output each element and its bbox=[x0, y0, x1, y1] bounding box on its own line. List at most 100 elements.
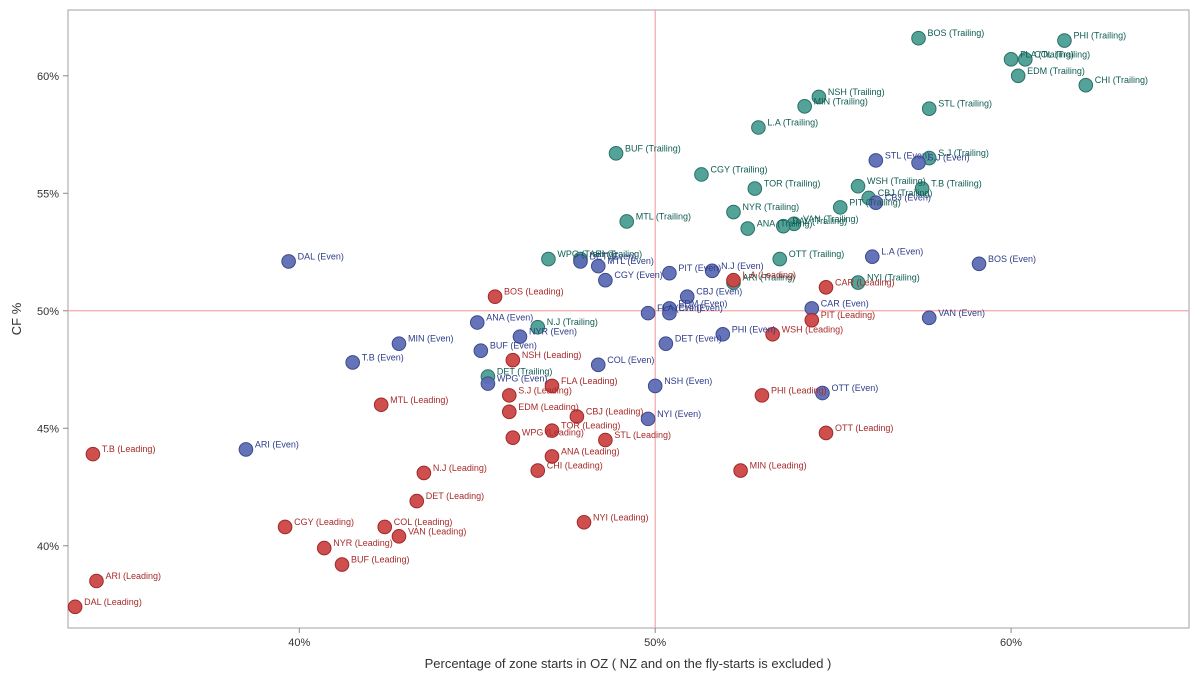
point-even bbox=[815, 385, 830, 401]
point-label-leading: CAR (Leading) bbox=[835, 277, 895, 287]
point-label-even: NYR (Even) bbox=[529, 327, 577, 337]
point-trailing bbox=[1017, 52, 1033, 67]
x-axis-ticks: 40% 50% 60% bbox=[288, 628, 1022, 649]
point-label-even: VAN (Even) bbox=[938, 308, 985, 318]
point-label-trailing: N.J (Trailing) bbox=[547, 317, 598, 327]
point-label-leading: TOR (Leading) bbox=[561, 421, 620, 431]
point-leading bbox=[89, 573, 104, 589]
point-label-trailing: BUF (Trailing) bbox=[625, 143, 681, 153]
point-label-even: COL (Even) bbox=[607, 355, 654, 365]
point-label-trailing: MIN (Trailing) bbox=[814, 96, 868, 106]
point-label-even: MTL (Even) bbox=[607, 256, 654, 266]
point-label-even: CHI (Even) bbox=[678, 303, 723, 313]
point-even bbox=[715, 326, 731, 342]
point-label-trailing: CHI (Trailing) bbox=[1095, 75, 1148, 85]
point-label-leading: S.J (Leading) bbox=[518, 385, 572, 395]
point-leading bbox=[765, 326, 780, 342]
point-label-leading: BUF (Leading) bbox=[351, 555, 410, 565]
point-label-leading: N.J (Leading) bbox=[433, 463, 487, 473]
point-trailing bbox=[608, 146, 624, 161]
point-label-trailing: MTL (Trailing) bbox=[636, 211, 691, 221]
point-trailing bbox=[921, 101, 937, 116]
point-label-trailing: NYI (Trailing) bbox=[867, 273, 920, 283]
point-labels: BOS (Trailing) PHI (Trailing) FLA (Trailin… bbox=[84, 28, 1148, 607]
point-label-trailing: T.B (Trailing) bbox=[931, 179, 982, 189]
point-even bbox=[647, 378, 663, 394]
point-label-trailing: ARI (Trailing) bbox=[742, 273, 795, 283]
point-label-even: DET (Even) bbox=[589, 251, 636, 261]
point-leading bbox=[501, 404, 517, 420]
point-leading bbox=[598, 432, 613, 448]
point-label-leading: MIN (Leading) bbox=[750, 461, 807, 471]
point-leading bbox=[544, 378, 560, 394]
point-label-leading: WSH (Leading) bbox=[782, 324, 844, 334]
point-even bbox=[679, 289, 695, 304]
point-even bbox=[590, 357, 606, 373]
point-label-trailing: OTT (Trailing) bbox=[789, 249, 845, 259]
point-leading bbox=[501, 388, 517, 403]
point-even bbox=[921, 310, 937, 326]
point-label-even: N.J (Even) bbox=[721, 261, 764, 271]
point-label-even: PHI (Even) bbox=[732, 324, 776, 334]
point-label-even: DAL (Even) bbox=[298, 251, 344, 261]
point-label-trailing: BOS (Trailing) bbox=[928, 28, 985, 38]
point-even bbox=[480, 376, 496, 391]
point-label-leading: T.B (Leading) bbox=[102, 444, 156, 454]
point-label-trailing: WSH (Trailing) bbox=[867, 176, 926, 186]
point-even bbox=[640, 411, 656, 427]
point-label-trailing: STL (Trailing) bbox=[938, 99, 992, 109]
point-label-leading: DET (Leading) bbox=[426, 491, 484, 501]
point-label-even: MIN (Even) bbox=[408, 334, 454, 344]
point-label-leading: CGY (Leading) bbox=[294, 517, 354, 527]
point-label-even: OTT (Even) bbox=[831, 383, 878, 393]
point-label-even: L.A (Even) bbox=[881, 247, 923, 257]
point-trailing bbox=[747, 181, 763, 196]
point-trailing bbox=[914, 181, 930, 196]
point-leading bbox=[505, 430, 521, 445]
point-label-trailing: DET (Trailing) bbox=[497, 367, 553, 377]
point-trailing bbox=[530, 319, 546, 335]
point-even bbox=[590, 258, 606, 274]
point-leading bbox=[377, 519, 393, 535]
point-label-even: CBJ (Even) bbox=[885, 193, 931, 203]
point-even bbox=[640, 305, 656, 321]
point-leading bbox=[85, 446, 101, 462]
point-even bbox=[598, 272, 613, 288]
point-label-leading: CHI (Leading) bbox=[547, 461, 603, 471]
point-label-even: ANA (Even) bbox=[486, 313, 533, 323]
point-even bbox=[971, 256, 987, 272]
point-label-leading: DAL (Leading) bbox=[84, 597, 142, 607]
data-points bbox=[67, 30, 1094, 615]
point-label-trailing: VAN (Trailing) bbox=[803, 214, 859, 224]
point-label-trailing: ANA (Trailing) bbox=[757, 219, 813, 229]
point-label-trailing: EDM (Trailing) bbox=[1027, 66, 1085, 76]
point-label-even: NSH (Even) bbox=[664, 376, 712, 386]
point-label-trailing: PHI (Trailing) bbox=[1073, 31, 1126, 41]
plot-frame bbox=[67, 9, 1190, 629]
point-label-even: STL (Even) bbox=[885, 150, 930, 160]
point-label-trailing: WPG (Trailing) bbox=[557, 249, 616, 259]
point-leading bbox=[391, 529, 407, 544]
point-label-leading: ARI (Leading) bbox=[105, 571, 161, 581]
point-trailing bbox=[832, 200, 848, 215]
x-tick-label: 60% bbox=[1000, 637, 1022, 649]
point-label-trailing: CGY (Trailing) bbox=[710, 164, 767, 174]
y-axis-title: CF % bbox=[9, 302, 24, 335]
point-trailing bbox=[1078, 77, 1094, 93]
point-leading bbox=[576, 514, 592, 530]
point-label-leading: EDM (Leading) bbox=[518, 402, 579, 412]
point-label-leading: NYI (Leading) bbox=[593, 512, 649, 522]
point-even bbox=[864, 249, 880, 265]
point-trailing bbox=[740, 221, 756, 236]
point-label-trailing: PIT (Trailing) bbox=[849, 197, 901, 207]
point-label-leading: WPG (Leading) bbox=[522, 428, 584, 438]
point-leading bbox=[409, 493, 425, 509]
point-label-even: NYI (Even) bbox=[657, 409, 701, 419]
point-label-leading: BOS (Leading) bbox=[504, 287, 564, 297]
point-even bbox=[662, 305, 677, 321]
point-even bbox=[473, 343, 489, 359]
point-label-trailing: S.J (Trailing) bbox=[938, 148, 989, 158]
point-label-even: EDM (Even) bbox=[678, 298, 727, 308]
point-leading bbox=[754, 388, 770, 403]
